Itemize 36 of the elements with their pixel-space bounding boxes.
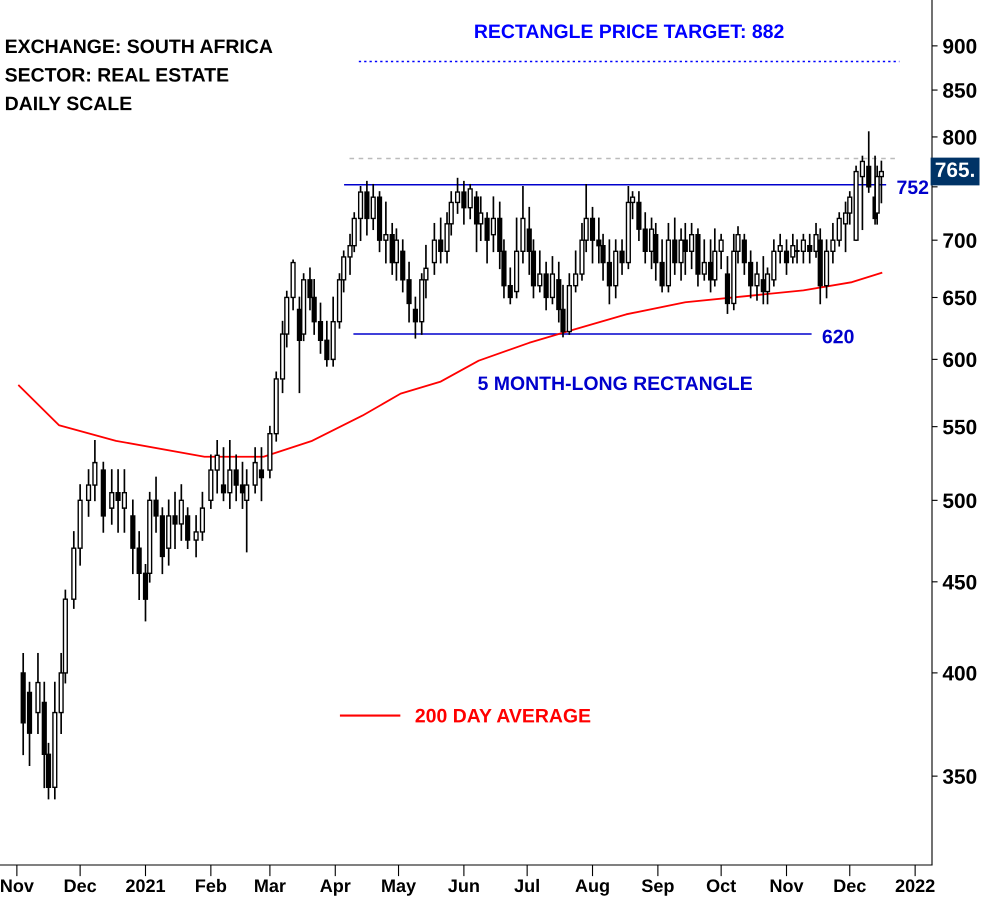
x-tick-label: Apr [320, 880, 351, 896]
ref-line-label: 752 [897, 180, 928, 194]
annotation: DAILY SCALE [6, 96, 132, 110]
x-tick-label: 2022 [896, 879, 934, 892]
y-tick-label: 450 [942, 574, 976, 590]
annotation: 5 MONTH-LONG RECTANGLE [478, 376, 752, 390]
y-tick-label: 400 [942, 666, 976, 681]
annotation: SECTOR: REAL ESTATE [5, 68, 228, 82]
x-tick-label: Aug [575, 879, 609, 896]
y-tick-label: 850 [943, 83, 976, 98]
annotation: 765. [936, 162, 974, 178]
y-tick-label: 350 [942, 769, 976, 784]
y-tick-label: 600 [943, 352, 976, 368]
x-tick-label: Feb [196, 878, 226, 892]
y-tick-label: 650 [943, 290, 976, 306]
x-tick-label: Nov [770, 880, 804, 892]
legend-label: 200 DAY AVERAGE [416, 708, 590, 723]
ref-line-label: RECTANGLE PRICE TARGET: 882 [475, 24, 784, 38]
x-tick-label: Jul [514, 878, 539, 892]
x-tick-label: Nov [1, 880, 34, 892]
y-tick-label: 500 [943, 493, 976, 508]
y-tick-label: 550 [943, 420, 976, 434]
line-series [18, 272, 882, 458]
annotation: EXCHANGE: SOUTH AFRICA [6, 39, 272, 54]
x-tick-label: Jun [448, 880, 479, 892]
x-tick-label: Mar [255, 880, 286, 892]
x-tick-label: Oct [706, 879, 736, 892]
y-tick-label: 800 [943, 130, 976, 145]
ref-line-label: 620 [822, 330, 854, 344]
x-tick-label: May [382, 880, 416, 896]
y-tick-label: 900 [943, 38, 976, 54]
y-tick-label: 700 [943, 233, 976, 248]
x-tick-label: 2021 [126, 879, 166, 892]
x-tick-label: Sep [642, 879, 674, 896]
x-tick-label: Dec [834, 880, 866, 892]
x-tick-label: Dec [64, 880, 96, 892]
